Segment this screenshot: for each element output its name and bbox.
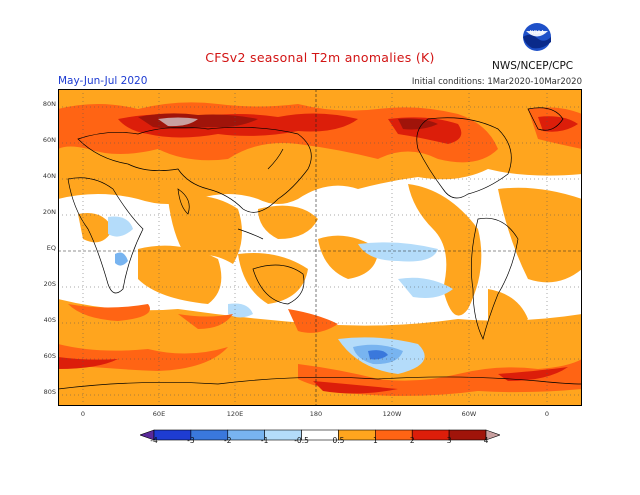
lon-label: 60W	[461, 410, 477, 418]
lat-label: 60S	[43, 352, 56, 360]
colorbar-label: -4	[150, 436, 158, 445]
anomaly-map-svg	[58, 89, 582, 406]
agency-label: NWS/NCEP/CPC	[492, 60, 574, 72]
anomaly-warm-4	[158, 117, 198, 127]
lat-label: 80S	[43, 388, 56, 396]
lon-label: 0	[80, 410, 86, 418]
colorbar-label: -2	[224, 436, 232, 445]
colorbar-label: 2	[409, 436, 415, 445]
lat-label: 60N	[42, 136, 56, 144]
lon-label: 60E	[152, 410, 166, 418]
lat-label: EQ	[46, 244, 56, 252]
colorbar-bin	[485, 429, 500, 441]
colorbar-segments	[140, 429, 500, 441]
noaa-logo: NOAA	[523, 23, 551, 51]
colorbar	[140, 429, 500, 441]
forecast-period: May-Jun-Jul 2020	[58, 75, 148, 87]
lon-label: 180	[309, 410, 323, 418]
map-title: CFSv2 seasonal T2m anomalies (K)	[205, 50, 435, 65]
lat-label: 40N	[42, 172, 56, 180]
equator-and-dateline	[58, 89, 582, 406]
grid-lines	[58, 89, 582, 406]
lat-label: 40S	[43, 316, 56, 324]
colorbar-label: -0.5	[294, 436, 309, 445]
initial-conditions: Initial conditions: 1Mar2020-10Mar2020	[411, 77, 582, 87]
colorbar-label: -3	[187, 436, 195, 445]
lon-label: 0	[544, 410, 550, 418]
lat-label: 20N	[42, 208, 56, 216]
colorbar-label: 1	[372, 436, 378, 445]
colorbar-label: 3	[446, 436, 452, 445]
lon-label: 120W	[382, 410, 402, 418]
colorbar-label: -1	[260, 436, 269, 445]
map-frame	[58, 89, 582, 406]
lat-label: 20S	[43, 280, 56, 288]
coastlines	[58, 107, 582, 390]
colorbar-label: 4	[483, 436, 489, 445]
colorbar-label: 0.5	[332, 436, 345, 445]
anomaly-map	[58, 89, 582, 406]
lon-label: 120E	[226, 410, 244, 418]
lat-label: 80N	[42, 100, 56, 108]
logo-text: NOAA	[530, 30, 545, 36]
anomaly-cool-2	[368, 350, 388, 360]
